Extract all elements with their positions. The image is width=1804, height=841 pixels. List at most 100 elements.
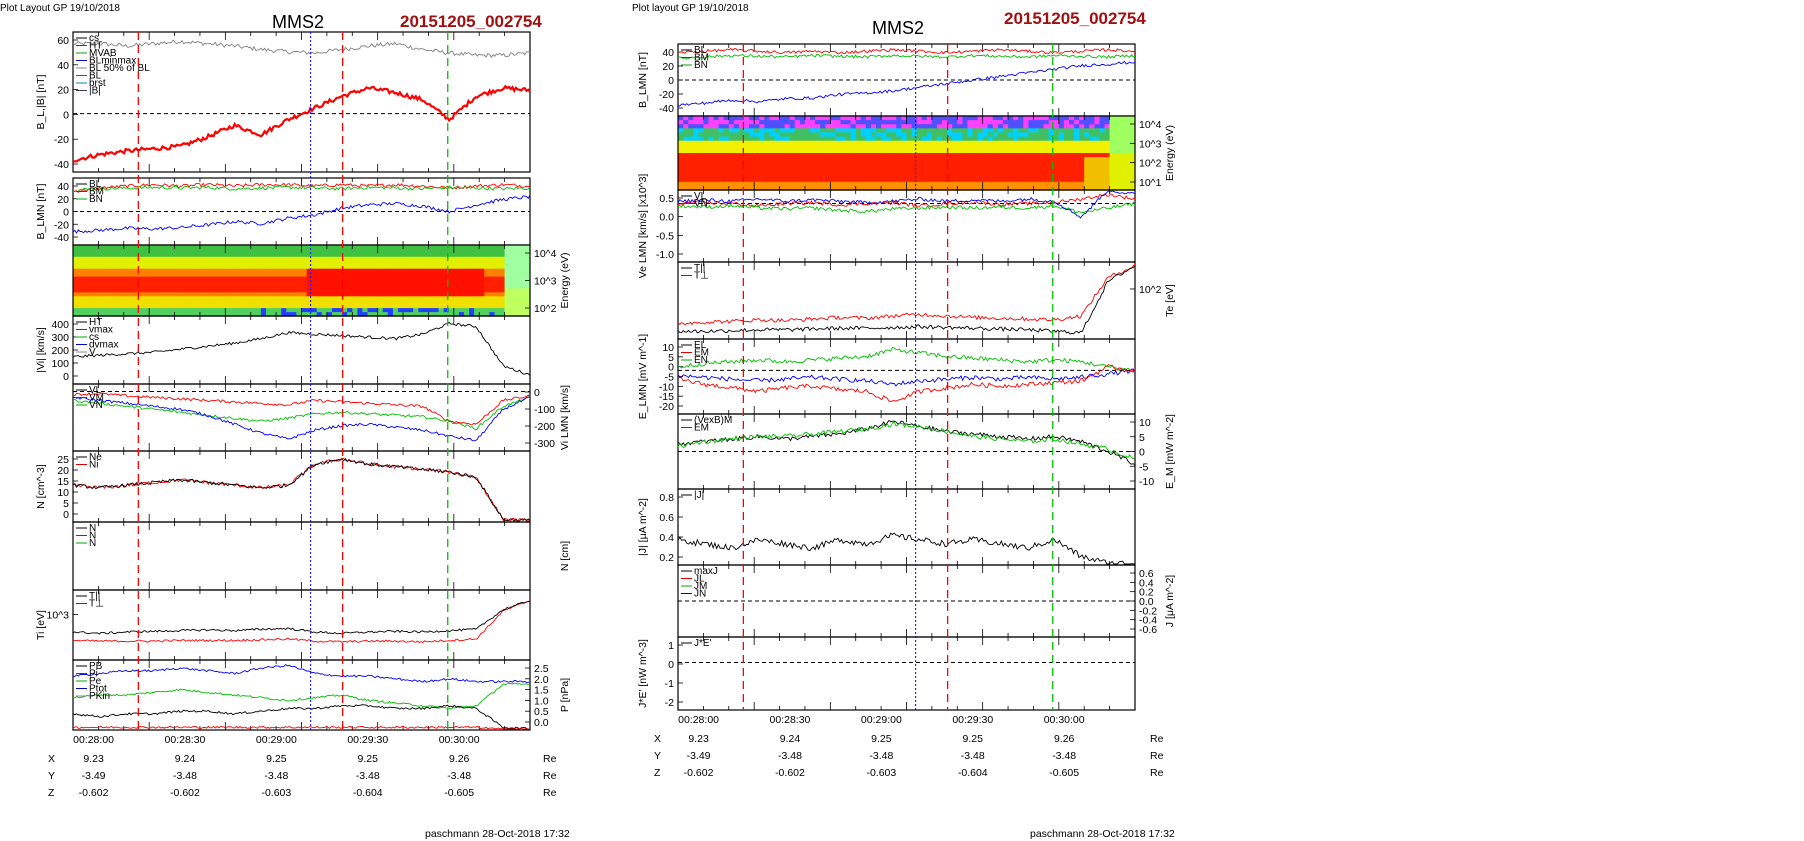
heatmap-cell: [952, 144, 958, 150]
heatmap-cell: [728, 185, 735, 191]
heatmap-cell: [1038, 161, 1045, 166]
heatmap-cell: [301, 256, 308, 262]
heatmap-cell: [367, 268, 374, 274]
heatmap-cell: [301, 296, 308, 301]
heatmap-cell: [453, 256, 460, 262]
heatmap-cell: [194, 292, 201, 297]
heatmap-cell: [1074, 132, 1080, 138]
heatmap-cell: [835, 120, 842, 125]
ephem-value: -3.48: [447, 770, 471, 782]
heatmap-cell: [123, 264, 130, 270]
heatmap-cell: [519, 280, 526, 285]
heatmap-cell: [103, 296, 110, 301]
ephem-label: Z: [654, 767, 661, 779]
heatmap-cell: [891, 181, 897, 187]
heatmap-cell: [494, 288, 501, 293]
heatmap-cell: [403, 308, 409, 313]
heatmap-cell: [398, 248, 404, 254]
heatmap-cell: [367, 245, 374, 250]
legend-entry: Pi: [89, 669, 98, 680]
heatmap-cell: [1033, 128, 1040, 133]
heatmap-cell: [896, 177, 902, 183]
heatmap-cell: [418, 276, 424, 282]
heatmap-cell: [952, 124, 958, 129]
heatmap-cell: [713, 157, 720, 162]
heatmap-cell: [1114, 148, 1121, 154]
heatmap-cell: [708, 128, 715, 133]
heatmap-cell: [799, 181, 806, 187]
heatmap-cell: [337, 296, 343, 301]
heatmap-cell: [997, 124, 1004, 129]
heatmap-cell: [1048, 185, 1055, 191]
heatmap-cell: [108, 272, 115, 278]
heatmap-cell: [916, 148, 923, 154]
heatmap-cell: [1129, 173, 1136, 179]
heatmap-cell: [901, 169, 908, 175]
heatmap-cell: [514, 248, 521, 254]
heatmap-cell: [937, 128, 943, 133]
heatmap-cell: [301, 245, 308, 250]
heatmap-cell: [1124, 144, 1131, 150]
heatmap-cell: [1043, 177, 1050, 183]
heatmap-cell: [1063, 169, 1070, 175]
heatmap-cell: [428, 296, 435, 301]
heatmap-cell: [1099, 124, 1106, 129]
heatmap-cell: [957, 185, 963, 191]
heatmap-cell: [708, 144, 715, 150]
heatmap-cell: [260, 276, 267, 282]
heatmap-cell: [453, 280, 460, 285]
heatmap-cell: [860, 161, 867, 166]
heatmap-cell: [245, 280, 252, 285]
heatmap-cell: [1053, 116, 1060, 121]
heatmap-cell: [967, 185, 974, 191]
heatmap-cell: [698, 161, 704, 166]
heatmap-cell: [1003, 181, 1009, 187]
heatmap-cell: [855, 177, 862, 183]
y-axis-label: J [μA m^-2]: [1164, 575, 1176, 627]
heatmap-cell: [845, 128, 852, 133]
heatmap-cell: [443, 264, 450, 270]
heatmap-cell: [169, 252, 176, 258]
heatmap-cell: [326, 308, 333, 313]
heatmap-cell: [174, 296, 181, 301]
heatmap-cell: [688, 132, 694, 138]
heatmap-cell: [1048, 148, 1055, 154]
heatmap-cell: [474, 260, 480, 266]
heatmap-cell: [1099, 116, 1106, 121]
heatmap-cell: [108, 300, 115, 305]
heatmap-cell: [489, 268, 496, 274]
heatmap-cell: [967, 177, 974, 183]
y-tick-label: 25: [57, 454, 69, 466]
heatmap-cell: [749, 161, 755, 166]
heatmap-cell: [779, 153, 786, 158]
heatmap-cell: [911, 144, 918, 150]
heatmap-cell: [1038, 132, 1045, 138]
heatmap-cell: [189, 260, 196, 266]
heatmap-cell: [749, 128, 755, 133]
heatmap-cell: [723, 169, 730, 175]
heatmap-cell: [820, 140, 826, 146]
heatmap-cell: [937, 181, 943, 187]
heatmap-cell: [911, 169, 918, 175]
heatmap-cell: [703, 132, 710, 138]
heatmap-cell: [947, 120, 953, 125]
heatmap-cell: [896, 120, 902, 125]
heatmap-cell: [276, 296, 282, 301]
heatmap-cell: [977, 120, 984, 125]
heatmap-cell: [372, 276, 379, 282]
heatmap-cell: [1109, 161, 1116, 166]
heatmap-cell: [184, 288, 191, 293]
heatmap-cell: [215, 284, 221, 289]
y-tick-label: 0: [63, 371, 69, 383]
heatmap-cell: [189, 276, 196, 282]
heatmap-cell: [1114, 165, 1121, 170]
heatmap-cell: [128, 272, 135, 278]
heatmap-cell: [230, 256, 237, 262]
heatmap-cell: [276, 308, 282, 313]
heatmap-cell: [504, 280, 511, 285]
heatmap-cell: [992, 181, 999, 187]
heatmap-cell: [810, 161, 816, 166]
heatmap-cell: [931, 136, 938, 142]
heatmap-cell: [184, 260, 191, 266]
heatmap-cell: [850, 153, 857, 158]
